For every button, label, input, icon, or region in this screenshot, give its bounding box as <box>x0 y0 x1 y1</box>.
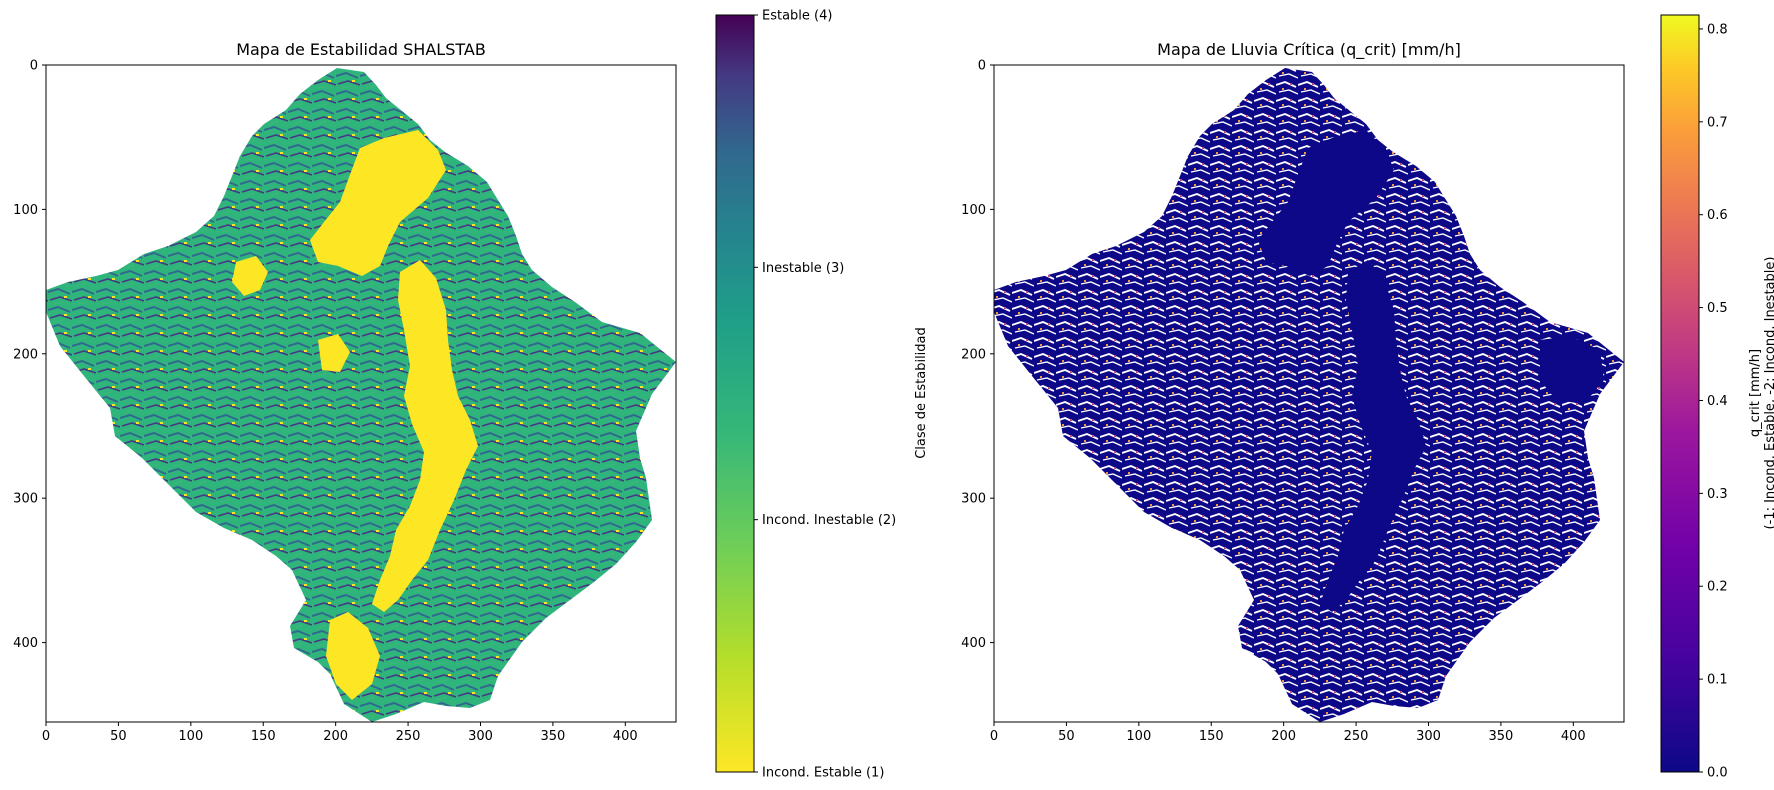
colorbar-qcrit: 0.0 0.1 0.2 0.3 0.4 0.5 0.6 0.7 0.8 q_crit [mm/h… <box>1660 14 1774 781</box>
colorbar-tick-label-stability: Incond. Estable (1) <box>762 766 884 781</box>
colorbar-gradient-stability <box>715 14 755 773</box>
x-tick-label-qcrit: 50 <box>1058 729 1075 744</box>
x-axis-qcrit: 0 50 100 150 200 250 300 350 400 <box>990 722 1586 744</box>
colorbar-tick-label-qcrit: 0.6 <box>1707 208 1728 223</box>
colorbar-gradient-qcrit <box>1660 14 1700 773</box>
colorbar-stability: Estable (4) Inestable (3) Incond. Inestabl… <box>715 9 929 781</box>
qcrit-solid-right <box>1540 336 1604 404</box>
x-tick-label-stability: 350 <box>540 729 565 744</box>
stable-zone-mid <box>318 334 350 372</box>
stable-zone-left <box>232 256 268 296</box>
x-tick-label-stability: 150 <box>251 729 276 744</box>
stable-zone-central <box>372 260 478 612</box>
x-axis-stability: 0 50 100 150 200 250 300 350 400 <box>42 722 638 744</box>
x-tick-label-qcrit: 350 <box>1488 729 1513 744</box>
colorbar-tick-label-qcrit: 0.8 <box>1707 22 1728 37</box>
colorbar-ticks-qcrit: 0.0 0.1 0.2 0.3 0.4 0.5 0.6 0.7 0.8 <box>1699 22 1728 781</box>
watershed-qcrit-area <box>994 68 1624 722</box>
x-tick-label-stability: 200 <box>323 729 348 744</box>
panel-qcrit: Mapa de Lluvia Crítica (q_crit) [mm/h] 0… <box>961 40 1625 744</box>
qcrit-solid-central <box>1320 260 1426 612</box>
x-tick-label-stability: 250 <box>396 729 421 744</box>
axes-box-qcrit <box>993 64 1625 723</box>
colorbar-tick-label-qcrit: 0.3 <box>1707 487 1728 502</box>
stable-zone-ridge <box>310 130 446 276</box>
qcrit-solid-zones <box>1258 130 1604 612</box>
colorbar-tick-label-qcrit: 0.4 <box>1707 394 1728 409</box>
x-tick-label-qcrit: 200 <box>1271 729 1296 744</box>
y-tick-label-stability: 300 <box>13 492 38 507</box>
colorbar-label-stability: Clase de Estabilidad <box>914 327 929 459</box>
colorbar-tick-label-qcrit: 0.5 <box>1707 301 1728 316</box>
x-tick-label-qcrit: 250 <box>1344 729 1369 744</box>
x-tick-label-stability: 100 <box>178 729 203 744</box>
x-tick-label-stability: 300 <box>468 729 493 744</box>
colorbar-tick-label-stability: Inestable (3) <box>762 261 844 276</box>
x-tick-label-qcrit: 150 <box>1199 729 1224 744</box>
y-axis-qcrit: 0 100 200 300 400 <box>961 59 994 651</box>
qcrit-solid-ridge <box>1258 130 1394 276</box>
chart-title-qcrit: Mapa de Lluvia Crítica (q_crit) [mm/h] <box>1157 40 1461 60</box>
y-tick-label-qcrit: 300 <box>961 492 986 507</box>
colorbar-tick-label-qcrit: 0.0 <box>1707 766 1728 781</box>
watershed-stability-area <box>46 68 676 722</box>
colorbar-tick-label-qcrit: 0.7 <box>1707 115 1728 130</box>
stable-zones <box>232 130 478 700</box>
x-tick-label-stability: 50 <box>110 729 127 744</box>
y-tick-label-qcrit: 200 <box>961 347 986 362</box>
chart-title-stability: Mapa de Estabilidad SHALSTAB <box>236 40 486 59</box>
x-tick-label-qcrit: 100 <box>1126 729 1151 744</box>
colorbar-tick-label-qcrit: 0.1 <box>1707 673 1728 688</box>
y-tick-label-stability: 200 <box>13 347 38 362</box>
stable-zone-lower <box>326 612 380 700</box>
y-tick-label-stability: 0 <box>30 59 38 74</box>
colorbar-tick-label-stability: Incond. Inestable (2) <box>762 513 896 528</box>
x-tick-label-stability: 400 <box>613 729 638 744</box>
y-tick-label-stability: 400 <box>13 636 38 651</box>
y-tick-label-qcrit: 400 <box>961 636 986 651</box>
colorbar-tick-label-stability: Estable (4) <box>762 9 832 24</box>
x-tick-label-stability: 0 <box>42 729 50 744</box>
colorbar-tick-label-qcrit: 0.2 <box>1707 580 1728 595</box>
colorbar-label-qcrit-line2: (-1: Incond. Estable, -2: Incond. Inesta… <box>1763 257 1774 530</box>
colorbar-ticks-stability: Estable (4) Inestable (3) Incond. Inestabl… <box>754 9 896 781</box>
y-axis-stability: 0 100 200 300 400 <box>13 59 46 651</box>
axes-box-stability <box>45 64 677 723</box>
panel-stability: Mapa de Estabilidad SHALSTAB 0 50 100 150 20… <box>13 40 677 744</box>
x-tick-label-qcrit: 300 <box>1416 729 1441 744</box>
y-tick-label-qcrit: 0 <box>978 59 986 74</box>
y-tick-label-qcrit: 100 <box>961 203 986 218</box>
x-tick-label-qcrit: 400 <box>1561 729 1586 744</box>
x-tick-label-qcrit: 0 <box>990 729 998 744</box>
colorbar-label-qcrit-line1: q_crit [mm/h] <box>1748 349 1763 437</box>
y-tick-label-stability: 100 <box>13 203 38 218</box>
